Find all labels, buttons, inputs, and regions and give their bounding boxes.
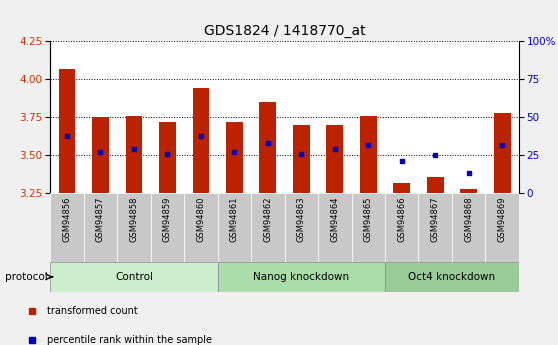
Bar [385,193,418,262]
Bar [318,193,352,262]
Bar [494,113,511,193]
Text: GSM94864: GSM94864 [330,197,339,242]
Text: transformed count: transformed count [47,306,138,316]
Text: GSM94856: GSM94856 [62,197,71,242]
Text: GSM94860: GSM94860 [196,197,205,242]
Text: GSM94869: GSM94869 [498,197,507,242]
Text: GSM94863: GSM94863 [297,197,306,242]
Text: GSM94867: GSM94867 [431,197,440,242]
Bar [184,193,218,262]
Bar [50,262,218,292]
Bar [92,117,109,193]
Bar [259,102,276,193]
Bar [193,88,209,193]
Bar [352,193,385,262]
Bar [427,177,444,193]
Bar [285,193,318,262]
Bar [126,116,142,193]
Bar [293,125,310,193]
Bar [50,193,84,262]
Bar [218,193,251,262]
Text: GSM94858: GSM94858 [129,197,138,242]
Text: GSM94857: GSM94857 [96,197,105,242]
Text: Oct4 knockdown: Oct4 knockdown [408,272,496,282]
Text: GSM94866: GSM94866 [397,197,406,242]
Text: GSM94865: GSM94865 [364,197,373,242]
Bar [418,193,452,262]
Bar [385,262,519,292]
Text: Nanog knockdown: Nanog knockdown [253,272,349,282]
Text: GSM94859: GSM94859 [163,197,172,242]
Bar [59,69,75,193]
Bar [251,193,285,262]
Bar [393,183,410,193]
Text: GSM94862: GSM94862 [263,197,272,242]
Bar [151,193,184,262]
Bar [460,189,477,193]
Bar [226,122,243,193]
Title: GDS1824 / 1418770_at: GDS1824 / 1418770_at [204,23,365,38]
Bar [159,122,176,193]
Bar [117,193,151,262]
Text: GSM94868: GSM94868 [464,197,473,242]
Text: protocol: protocol [4,272,47,282]
Bar [218,262,385,292]
Text: GSM94861: GSM94861 [230,197,239,242]
Bar [326,125,343,193]
Bar [360,116,377,193]
Bar [452,193,485,262]
Text: percentile rank within the sample: percentile rank within the sample [47,335,212,345]
Bar [485,193,519,262]
Text: Control: Control [115,272,153,282]
Bar [84,193,117,262]
